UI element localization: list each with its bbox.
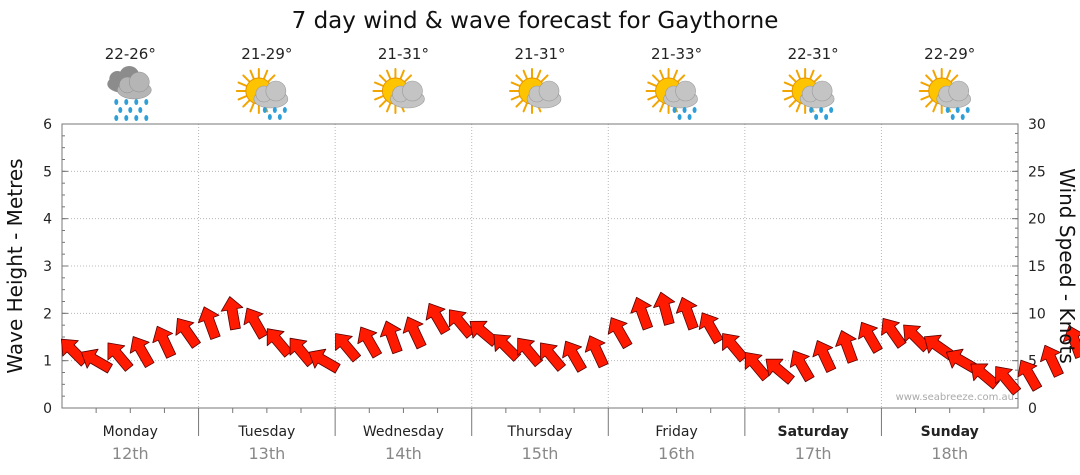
wind-arrow — [1017, 359, 1043, 392]
wind-arrow — [835, 330, 858, 364]
day-date: 13th — [248, 444, 285, 463]
right-tick-label: 25 — [1028, 164, 1046, 180]
wind-arrow — [357, 326, 383, 359]
wind-arrow — [995, 366, 1022, 396]
wind-arrow — [80, 348, 113, 374]
left-tick-label: 1 — [43, 354, 52, 370]
day-date: 17th — [795, 444, 832, 463]
day-temp-range: 22-29° — [924, 45, 975, 63]
right-axis-label: Wind Speed - Knots — [1055, 168, 1079, 364]
day-temp-range: 22-26° — [105, 45, 156, 63]
day-temp-range: 21-31° — [514, 45, 565, 63]
wind-arrow — [379, 320, 403, 355]
wind-arrow — [630, 296, 653, 331]
right-tick-label: 5 — [1028, 354, 1037, 370]
wind-arrow — [881, 317, 907, 349]
wind-arrow — [698, 312, 724, 345]
grid-lines — [62, 124, 1018, 408]
wind-arrows — [60, 291, 1080, 396]
wind-arrow — [789, 350, 815, 383]
wind-arrow — [1040, 344, 1064, 378]
day-date: 14th — [385, 444, 422, 463]
credit-text: www.seabreeze.com.au — [896, 392, 1014, 403]
wind-arrow — [812, 340, 837, 373]
day-forecast-header: 22-26° 21-29° 21-31° 21-31° 21-33° 22-31° 22-2… — [105, 45, 975, 121]
left-tick-label: 3 — [43, 259, 52, 275]
left-tick-label: 6 — [43, 117, 52, 133]
day-name: Thursday — [506, 424, 572, 440]
right-tick-label: 15 — [1028, 259, 1046, 275]
wind-arrow — [540, 342, 566, 372]
right-tick-label: 0 — [1028, 401, 1037, 417]
sun-cloud-icon — [509, 68, 562, 114]
day-temp-range: 21-31° — [378, 45, 429, 63]
wind-arrow — [945, 348, 978, 374]
plot-area: 0 1 2 3 4 5 6 0 5 10 15 20 25 30 — [43, 117, 1080, 417]
left-tick-label: 0 — [43, 401, 52, 417]
wind-arrow — [675, 296, 699, 331]
right-tick-label: 30 — [1028, 117, 1046, 133]
day-temp-range: 22-31° — [788, 45, 839, 63]
wind-arrow — [129, 336, 155, 368]
sun-rain-cloud-icon — [645, 68, 699, 120]
day-temp-range: 21-29° — [241, 45, 292, 63]
wind-arrow — [220, 296, 244, 331]
sun-cloud-icon — [372, 68, 425, 114]
rain-cloud-icon — [107, 66, 152, 121]
left-axis-label: Wave Height - Metres — [3, 158, 27, 373]
wind-arrow — [765, 358, 795, 385]
wind-arrow — [584, 335, 609, 369]
right-tick-label: 20 — [1028, 212, 1046, 228]
day-date: 18th — [931, 444, 968, 463]
left-tick-label: 5 — [43, 164, 52, 180]
day-name: Sunday — [921, 424, 979, 440]
wind-arrow — [197, 306, 221, 340]
day-name: Saturday — [778, 424, 849, 440]
day-name: Tuesday — [237, 424, 295, 440]
day-date: 12th — [112, 444, 149, 463]
chart-title: 7 day wind & wave forecast for Gaythorne — [292, 8, 779, 34]
day-name: Monday — [103, 424, 158, 440]
sun-rain-cloud-icon — [918, 68, 972, 120]
sun-rain-cloud-icon — [782, 68, 835, 120]
day-date: 15th — [522, 444, 559, 463]
left-axis-ticks: 0 1 2 3 4 5 6 — [43, 117, 68, 417]
wind-arrow — [858, 321, 883, 354]
wind-arrow — [152, 325, 177, 359]
wind-arrow — [335, 333, 362, 363]
day-name: Wednesday — [363, 424, 444, 440]
left-tick-label: 4 — [43, 212, 52, 228]
left-tick-label: 2 — [43, 306, 52, 322]
day-date: 16th — [658, 444, 695, 463]
wind-arrow — [243, 307, 269, 340]
day-axis: Monday 12th Tuesday 13th Wednesday 14th Thursd… — [95, 408, 985, 463]
wind-arrow — [653, 291, 676, 326]
wind-arrow — [562, 340, 587, 373]
wind-arrow — [175, 317, 201, 349]
wind-arrow — [607, 317, 633, 350]
sun-rain-cloud-icon — [235, 68, 289, 120]
right-tick-label: 10 — [1028, 306, 1046, 322]
wind-arrow — [402, 316, 427, 350]
wind-arrow — [308, 348, 341, 374]
wind-arrow — [107, 342, 134, 372]
day-temp-range: 21-33° — [651, 45, 702, 63]
wind-arrow — [425, 302, 451, 335]
day-name: Friday — [655, 424, 697, 440]
